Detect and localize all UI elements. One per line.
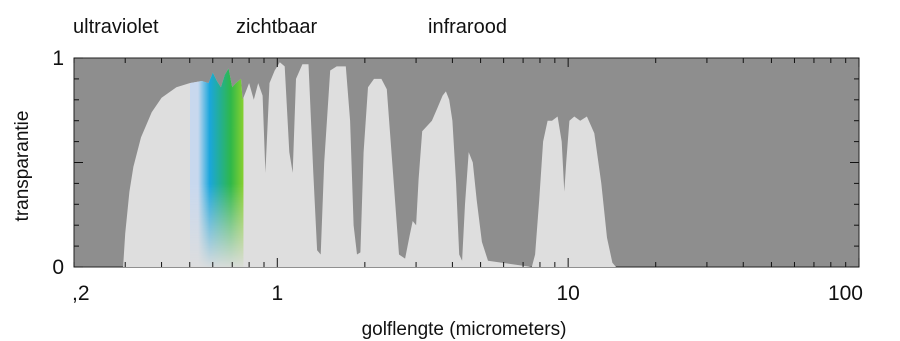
y-axis-title: transparantie [12,111,33,222]
x-axis-title: golflengte (micrometers) [362,319,567,340]
tick-labels: ,2 1 10 100 0 1 [52,47,863,305]
visible-spectrum-overlay [190,62,244,267]
x-tick-label: 100 [828,282,863,305]
x-tick-label: 10 [556,282,579,305]
transmission-area [123,62,616,268]
region-label-ultraviolet: ultraviolet [73,16,159,38]
region-label-zichtbaar: zichtbaar [236,16,317,38]
x-tick-label: 1 [271,282,283,305]
axis-ticks [73,57,860,268]
region-label-infrarood: infrarood [428,16,507,38]
x-tick-label: ,2 [72,282,90,305]
y-tick-label: 1 [52,47,64,70]
y-tick-label: 0 [52,256,64,279]
